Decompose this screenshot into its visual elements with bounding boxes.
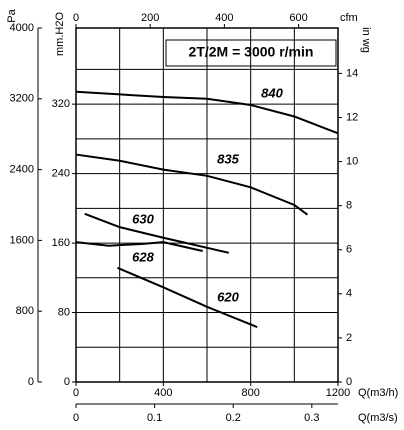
top-tick-label: 200 — [141, 12, 159, 24]
top-tick-label: 0 — [73, 12, 79, 24]
y3-tick-label: 2 — [346, 332, 352, 344]
y3-tick-label: 6 — [346, 244, 352, 256]
top-tick-label: 600 — [289, 12, 307, 24]
fan-curve — [75, 241, 203, 252]
y3-tick-label: 10 — [346, 155, 358, 167]
x2-label: Q(m3/s) — [358, 412, 398, 424]
x-label: Q(m3/h) — [358, 387, 398, 399]
fan-curve — [75, 153, 309, 216]
y-tick-label: 2400 — [10, 164, 34, 176]
y-label: Pa — [6, 8, 18, 22]
curve-label: 628 — [132, 249, 154, 264]
curve-label: 835 — [217, 151, 239, 166]
y3-tick-label: 0 — [346, 376, 352, 388]
fan-curve — [117, 266, 258, 329]
x-tick-label: 800 — [241, 387, 259, 399]
y-tick-label: 0 — [28, 376, 34, 388]
y2-label: mm.H2O — [54, 12, 66, 56]
y3-tick-label: 8 — [346, 200, 352, 212]
x2-tick-label: 0.3 — [304, 412, 319, 424]
y-tick-label: 3200 — [10, 93, 34, 105]
y2-tick-label: 0 — [64, 376, 70, 388]
y3-tick-label: 12 — [346, 111, 358, 123]
x-tick-label: 400 — [154, 387, 172, 399]
y3-label: in wg — [360, 27, 372, 53]
y-tick-label: 4000 — [10, 22, 34, 34]
x-tick-label: 1200 — [326, 387, 350, 399]
curve-label: 840 — [261, 85, 283, 100]
y2-tick-label: 320 — [52, 98, 70, 110]
y-tick-label: 800 — [16, 305, 34, 317]
curve-label: 630 — [132, 211, 154, 226]
y2-tick-label: 80 — [58, 306, 70, 318]
curve-label: 620 — [217, 289, 239, 304]
x-tick-label: 0 — [73, 387, 79, 399]
fan-curve — [75, 90, 339, 135]
x2-tick-label: 0.2 — [226, 412, 241, 424]
top-label: cfm — [340, 12, 358, 24]
y3-tick-label: 4 — [346, 288, 352, 300]
y2-tick-label: 160 — [52, 237, 70, 249]
y2-tick-label: 240 — [52, 168, 70, 180]
plot-frame — [75, 27, 339, 383]
y-tick-label: 1600 — [10, 234, 34, 246]
x2-tick-label: 0.1 — [147, 412, 162, 424]
x2-tick-label: 0 — [73, 412, 79, 424]
fan-curve — [84, 212, 230, 254]
y3-tick-label: 14 — [346, 67, 358, 79]
top-tick-label: 400 — [215, 12, 233, 24]
